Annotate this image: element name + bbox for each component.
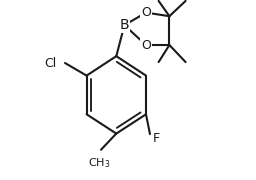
Text: O: O bbox=[141, 39, 151, 51]
Text: CH$_3$: CH$_3$ bbox=[88, 157, 110, 170]
Text: F: F bbox=[153, 132, 160, 145]
Text: B: B bbox=[120, 18, 129, 32]
Text: Cl: Cl bbox=[45, 57, 57, 69]
Text: O: O bbox=[141, 6, 151, 19]
